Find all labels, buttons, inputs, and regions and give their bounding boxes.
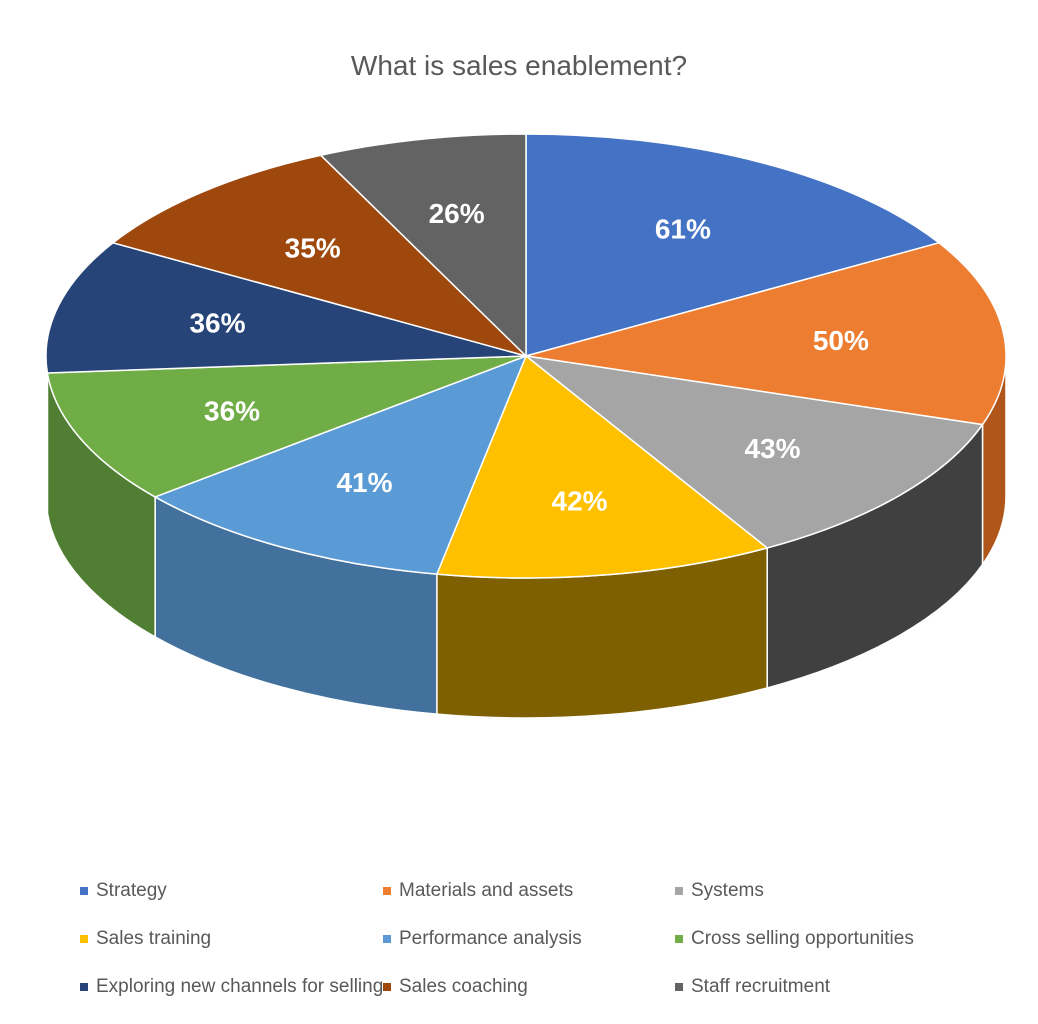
data-label: 36% xyxy=(204,396,260,427)
pie-slice-cross-selling-opportunities xyxy=(46,355,527,498)
legend-label: Exploring new channels for selling xyxy=(96,976,384,997)
legend-item: Cross selling opportunities xyxy=(675,928,914,950)
data-label: 41% xyxy=(336,467,392,498)
legend-swatch xyxy=(383,887,391,895)
legend-item: Strategy xyxy=(80,880,167,902)
data-label: 35% xyxy=(285,233,341,264)
pie-chart: 61% 50% 43% 42% 41% 36% 36% 35% 26% xyxy=(45,133,1007,719)
legend-item: Exploring new channels for selling xyxy=(80,976,383,998)
chart-title: What is sales enablement? xyxy=(350,50,688,81)
pie-slice-exploring-new-channels-for-selling xyxy=(45,242,527,374)
legend-label: Materials and assets xyxy=(399,880,574,901)
legend-label: Systems xyxy=(691,880,764,901)
legend-swatch xyxy=(383,983,391,991)
data-label: 43% xyxy=(744,433,800,464)
data-label: 61% xyxy=(655,214,711,245)
pie-tops xyxy=(45,133,1007,579)
legend-swatch xyxy=(80,887,88,895)
pie-slice-sales-coaching xyxy=(111,154,529,358)
legend-swatch xyxy=(675,887,683,895)
pie-slice-sales-training xyxy=(435,354,769,579)
pie-slice-materials-and-assets xyxy=(525,242,1007,426)
legend-label: Strategy xyxy=(96,880,167,901)
legend-item: Systems xyxy=(675,880,764,902)
legend-swatch xyxy=(383,935,391,943)
pie-sides xyxy=(45,355,1007,719)
data-label: 26% xyxy=(429,198,485,229)
legend-label: Sales training xyxy=(96,928,212,949)
legend-label: Cross selling opportunities xyxy=(691,928,914,949)
legend-swatch xyxy=(80,983,88,991)
legend-swatch xyxy=(675,983,683,991)
data-label: 42% xyxy=(552,485,608,516)
legend-item: Materials and assets xyxy=(383,880,573,902)
data-label: 50% xyxy=(813,325,869,356)
pie-side-exploring-new-channels-for-selling xyxy=(45,355,49,514)
legend-swatch xyxy=(80,935,88,943)
legend-swatch xyxy=(675,935,683,943)
legend-item: Staff recruitment xyxy=(675,976,830,998)
legend-item: Sales training xyxy=(80,928,211,950)
pie-labels: 61% 50% 43% 42% 41% 36% 36% 35% 26% xyxy=(189,198,869,516)
legend-item: Performance analysis xyxy=(383,928,582,950)
data-label: 36% xyxy=(189,308,245,339)
legend-item: Sales coaching xyxy=(383,976,528,998)
legend-label: Performance analysis xyxy=(399,928,582,949)
legend-label: Staff recruitment xyxy=(691,976,831,997)
pie-slice-strategy xyxy=(525,133,941,357)
legend-label: Sales coaching xyxy=(399,976,528,997)
pie-slice-performance-analysis xyxy=(153,354,528,575)
pie-slice-systems xyxy=(523,354,984,549)
pie-slice-staff-recruitment xyxy=(319,133,527,358)
